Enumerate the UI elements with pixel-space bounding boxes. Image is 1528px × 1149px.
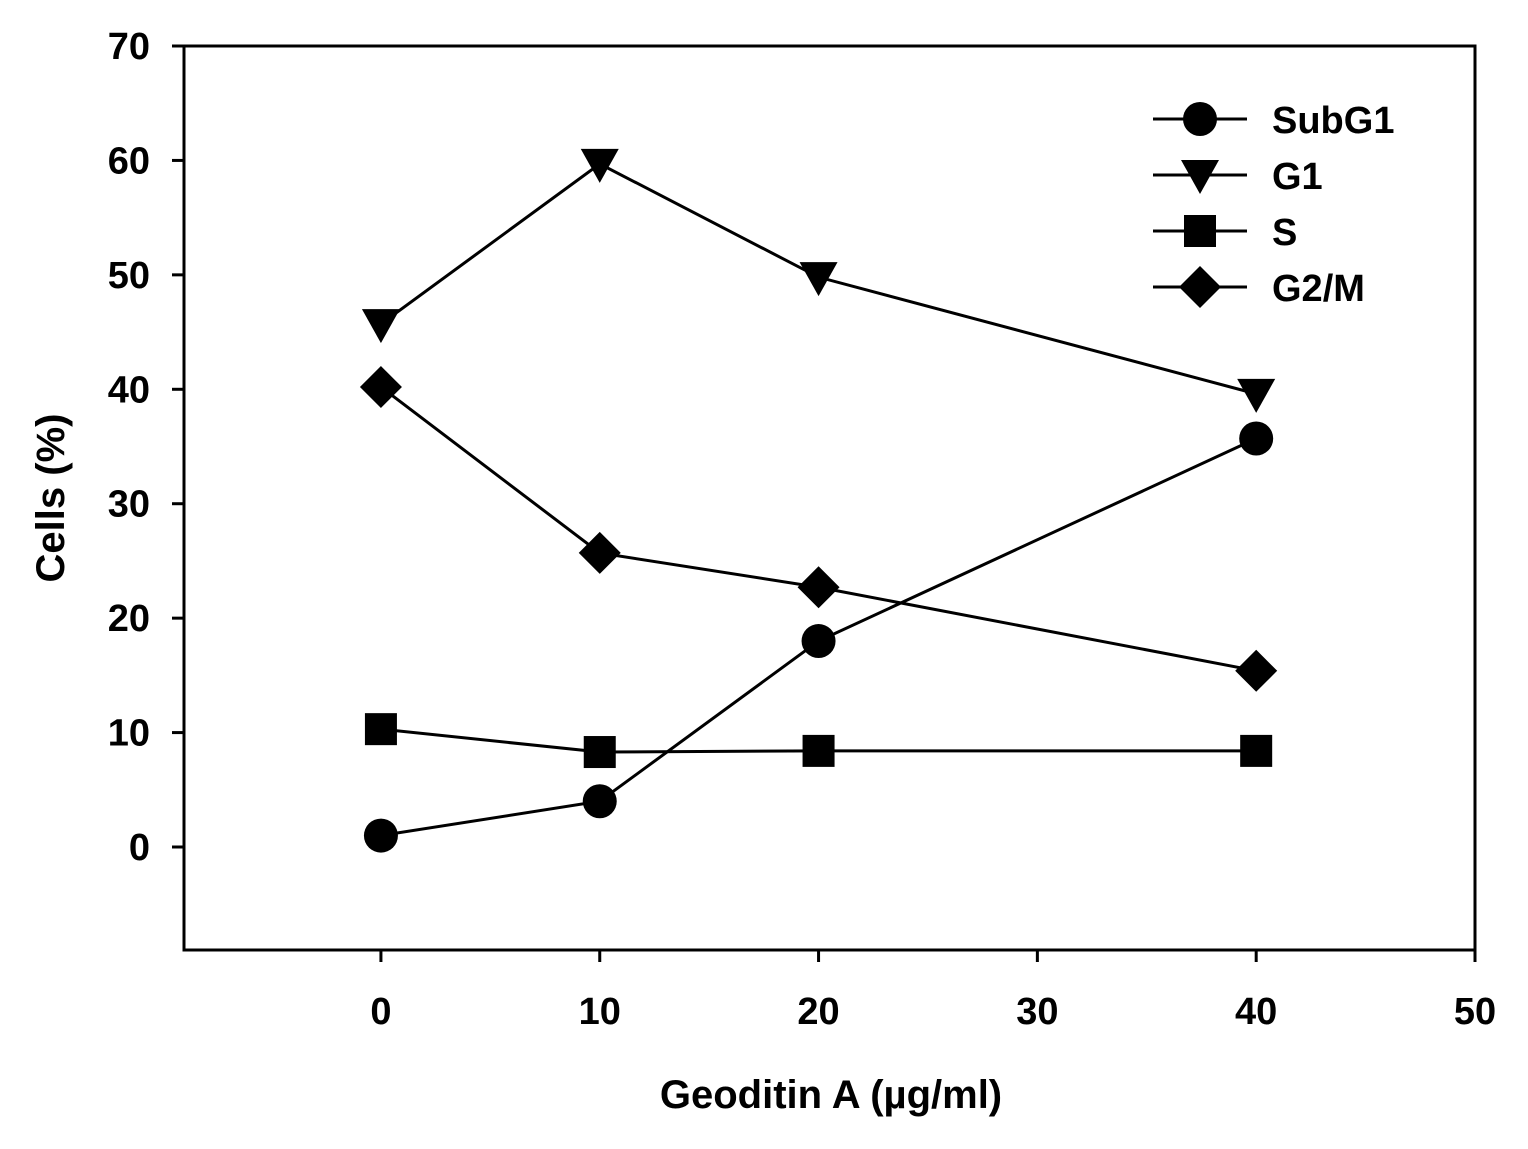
legend-marker xyxy=(1181,160,1219,194)
data-point-g2-m xyxy=(1235,649,1278,692)
series-line-subg1 xyxy=(380,437,1257,838)
series-g1 xyxy=(361,148,1276,413)
x-axis: 0 10 20 30 40 50 xyxy=(370,950,1496,1033)
data-point-s xyxy=(802,734,835,767)
legend-item-s: S xyxy=(1153,212,1297,254)
data-point-subg1 xyxy=(801,624,836,659)
legend-item-subg1: SubG1 xyxy=(1153,100,1394,142)
series-line-g1 xyxy=(380,162,1257,396)
legend-item-g2-m: G2/M xyxy=(1153,266,1365,310)
y-axis-title: Cells (%) xyxy=(29,414,73,583)
data-point-s xyxy=(1240,734,1273,767)
series-subg1 xyxy=(363,421,1274,853)
y-tick-label: 30 xyxy=(108,484,150,526)
data-point-g1 xyxy=(799,262,838,297)
data-point-g2-m xyxy=(797,566,840,609)
data-point-g2-m xyxy=(359,366,402,409)
x-tick-label: 20 xyxy=(797,991,839,1033)
legend-marker xyxy=(1184,215,1216,247)
y-tick-label: 60 xyxy=(108,140,150,182)
legend-label: SubG1 xyxy=(1272,100,1394,142)
y-tick-label: 20 xyxy=(108,598,150,640)
legend-marker xyxy=(1179,266,1221,308)
legend-label: G1 xyxy=(1272,156,1323,198)
series-line-g2-m xyxy=(380,385,1257,673)
legend: SubG1 G1 S G2/M xyxy=(1153,100,1394,310)
data-point-subg1 xyxy=(1239,421,1274,456)
plot-border xyxy=(182,44,1477,952)
legend-label: S xyxy=(1272,212,1297,254)
y-tick-label: 50 xyxy=(108,255,150,297)
data-point-s xyxy=(364,713,397,746)
plot-frame xyxy=(182,44,1477,952)
y-tick-label: 10 xyxy=(108,713,150,755)
x-tick-label: 50 xyxy=(1454,991,1496,1033)
data-point-g2-m xyxy=(578,531,621,574)
legend-label: G2/M xyxy=(1272,268,1365,310)
data-point-g1 xyxy=(580,148,619,183)
x-tick-label: 10 xyxy=(579,991,621,1033)
y-axis: 0 10 20 30 40 50 60 70 xyxy=(108,26,184,869)
data-point-g1 xyxy=(1237,378,1276,413)
x-tick-label: 40 xyxy=(1235,991,1277,1033)
x-axis-title: Geoditin A (µg/ml) xyxy=(660,1073,1002,1117)
data-point-g1 xyxy=(361,309,400,344)
series-line-s xyxy=(380,727,1257,754)
legend-marker xyxy=(1183,102,1217,136)
y-tick-label: 40 xyxy=(108,369,150,411)
y-tick-label: 0 xyxy=(129,827,150,869)
x-tick-label: 0 xyxy=(370,991,391,1033)
data-point-s xyxy=(583,736,616,769)
y-tick-label: 70 xyxy=(108,26,150,68)
data-point-subg1 xyxy=(582,784,617,819)
series-layer xyxy=(359,148,1278,853)
series-g2-m xyxy=(359,366,1278,692)
series-s xyxy=(364,713,1273,769)
x-tick-label: 30 xyxy=(1016,991,1058,1033)
legend-item-g1: G1 xyxy=(1153,156,1323,198)
data-point-subg1 xyxy=(363,818,398,853)
